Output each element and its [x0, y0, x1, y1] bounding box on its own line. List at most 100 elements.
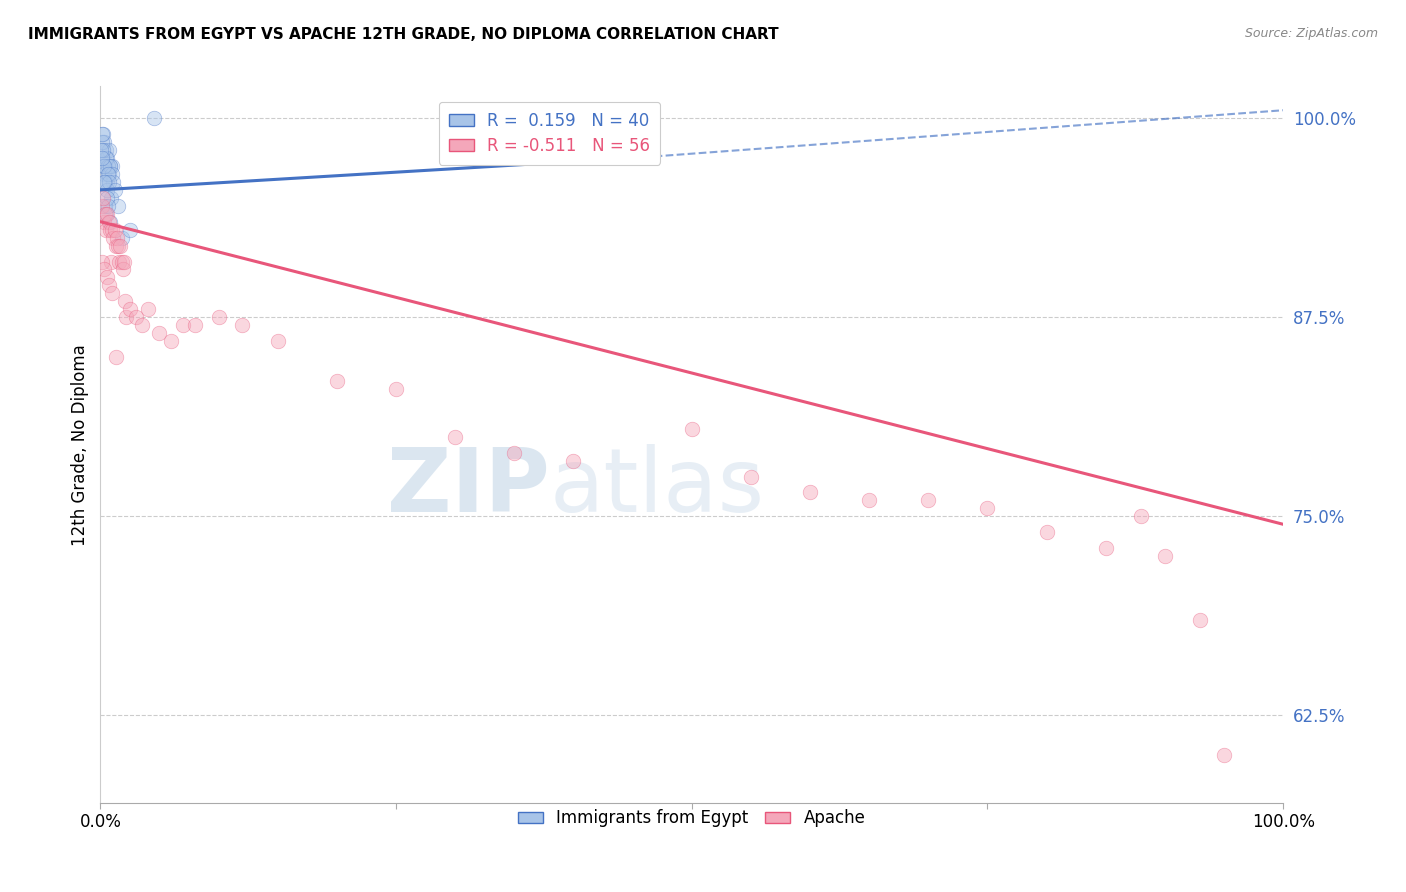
Point — [97, 199, 120, 213]
Point — [93, 215, 115, 229]
Point — [93, 135, 115, 149]
Point — [111, 262, 134, 277]
Point — [93, 175, 115, 189]
Point — [1213, 748, 1236, 763]
Point — [136, 302, 159, 317]
Point — [93, 159, 115, 173]
Y-axis label: 12th Grade, No Diploma: 12th Grade, No Diploma — [72, 343, 89, 546]
Point — [96, 175, 118, 189]
Point — [184, 318, 207, 333]
Point — [91, 151, 114, 165]
Point — [91, 143, 114, 157]
Point — [976, 501, 998, 516]
Point — [1035, 525, 1057, 540]
Point — [97, 159, 120, 173]
Legend: Immigrants from Egypt, Apache: Immigrants from Egypt, Apache — [512, 803, 872, 834]
Point — [91, 159, 114, 173]
Point — [104, 350, 127, 364]
Point — [115, 310, 138, 325]
Text: atlas: atlas — [550, 444, 765, 531]
Point — [118, 302, 141, 317]
Point — [96, 143, 118, 157]
Point — [100, 191, 122, 205]
Point — [94, 207, 117, 221]
Point — [103, 230, 125, 244]
Point — [326, 374, 349, 388]
Point — [100, 159, 122, 173]
Point — [91, 191, 114, 205]
Point — [111, 230, 134, 244]
Point — [94, 159, 117, 173]
Point — [103, 175, 125, 189]
Point — [98, 222, 121, 236]
Text: ZIP: ZIP — [387, 444, 550, 531]
Point — [98, 167, 121, 181]
Point — [98, 215, 121, 229]
Point — [503, 445, 526, 459]
Point — [108, 254, 131, 268]
Point — [105, 230, 128, 244]
Point — [207, 310, 229, 325]
Point — [97, 215, 120, 229]
Point — [107, 238, 129, 252]
Point — [172, 318, 194, 333]
Point — [96, 207, 118, 221]
Point — [93, 262, 115, 277]
Point — [98, 159, 121, 173]
Point — [101, 159, 124, 173]
Point — [231, 318, 253, 333]
Point — [91, 254, 114, 268]
Point — [1153, 549, 1175, 563]
Point — [96, 151, 118, 165]
Point — [1130, 509, 1153, 524]
Point — [90, 127, 112, 141]
Point — [114, 294, 136, 309]
Text: Source: ZipAtlas.com: Source: ZipAtlas.com — [1244, 27, 1378, 40]
Point — [160, 334, 183, 348]
Point — [858, 493, 880, 508]
Point — [101, 222, 124, 236]
Point — [103, 183, 125, 197]
Point — [94, 151, 117, 165]
Point — [94, 207, 117, 221]
Point — [100, 167, 122, 181]
Point — [97, 175, 120, 189]
Point — [118, 222, 141, 236]
Point — [91, 127, 114, 141]
Point — [267, 334, 290, 348]
Point — [917, 493, 939, 508]
Point — [103, 222, 125, 236]
Point — [110, 238, 132, 252]
Point — [94, 199, 117, 213]
Point — [1189, 613, 1212, 627]
Point — [97, 143, 120, 157]
Point — [125, 310, 148, 325]
Point — [90, 151, 112, 165]
Point — [148, 326, 170, 341]
Point — [96, 222, 118, 236]
Point — [93, 167, 115, 181]
Point — [1094, 541, 1116, 556]
Point — [90, 143, 112, 157]
Point — [799, 485, 821, 500]
Point — [681, 422, 703, 436]
Point — [142, 112, 165, 126]
Point — [562, 453, 585, 467]
Point — [91, 135, 114, 149]
Point — [444, 430, 467, 444]
Point — [98, 278, 121, 293]
Point — [90, 199, 112, 213]
Point — [385, 382, 408, 396]
Point — [94, 175, 117, 189]
Point — [112, 254, 135, 268]
Point — [96, 270, 118, 285]
Point — [740, 469, 762, 483]
Point — [107, 199, 129, 213]
Point — [100, 286, 122, 301]
Point — [111, 254, 134, 268]
Point — [96, 191, 118, 205]
Point — [100, 254, 122, 268]
Point — [131, 318, 153, 333]
Point — [97, 167, 120, 181]
Point — [96, 183, 118, 197]
